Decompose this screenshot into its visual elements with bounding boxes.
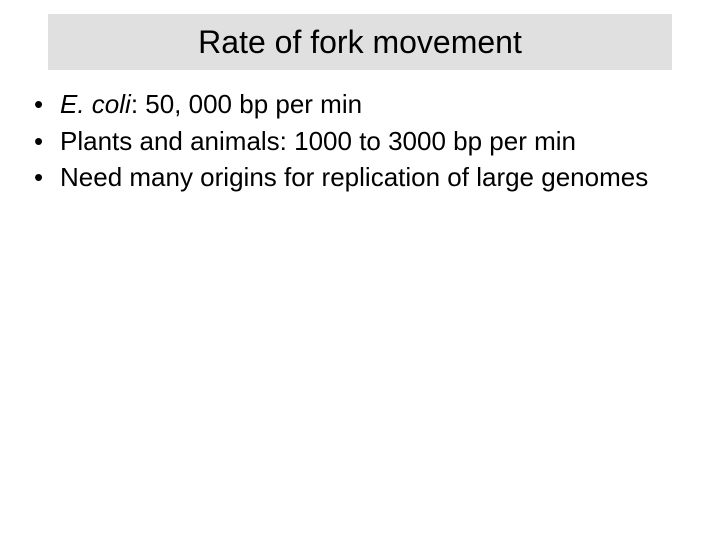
list-item: Need many origins for replication of lar… <box>54 161 692 194</box>
list-item: Plants and animals: 1000 to 3000 bp per … <box>54 125 692 158</box>
slide-body: E. coli: 50, 000 bp per min Plants and a… <box>28 88 692 198</box>
bullet-list: E. coli: 50, 000 bp per min Plants and a… <box>28 88 692 194</box>
slide: Rate of fork movement E. coli: 50, 000 b… <box>0 0 720 540</box>
slide-title: Rate of fork movement <box>198 24 522 61</box>
bullet-italic-prefix: E. coli <box>60 89 131 119</box>
list-item: E. coli: 50, 000 bp per min <box>54 88 692 121</box>
title-box: Rate of fork movement <box>48 14 672 70</box>
bullet-text: Plants and animals: 1000 to 3000 bp per … <box>60 126 576 156</box>
bullet-text: Need many origins for replication of lar… <box>60 162 648 192</box>
bullet-text: : 50, 000 bp per min <box>131 89 362 119</box>
